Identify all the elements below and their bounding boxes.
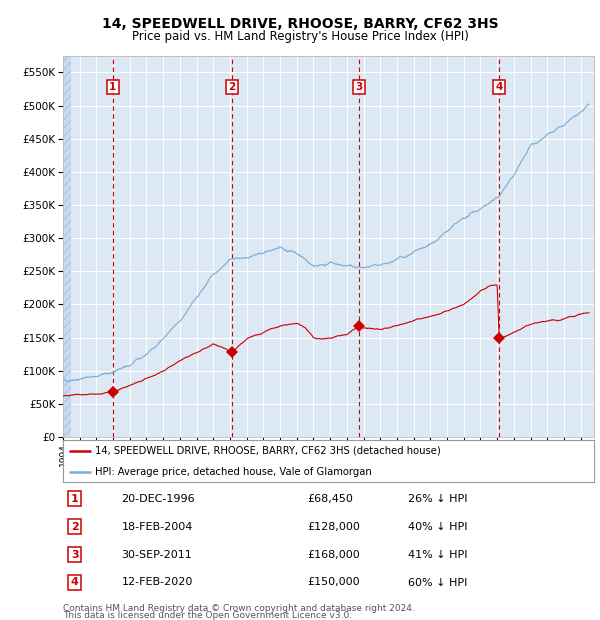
Text: 41% ↓ HPI: 41% ↓ HPI <box>408 549 467 560</box>
Text: 3: 3 <box>71 549 79 560</box>
Text: 60% ↓ HPI: 60% ↓ HPI <box>408 577 467 588</box>
Text: Contains HM Land Registry data © Crown copyright and database right 2024.: Contains HM Land Registry data © Crown c… <box>63 604 415 613</box>
Text: 1: 1 <box>109 82 116 92</box>
Text: HPI: Average price, detached house, Vale of Glamorgan: HPI: Average price, detached house, Vale… <box>95 467 371 477</box>
Text: £128,000: £128,000 <box>307 521 360 532</box>
Text: 2: 2 <box>229 82 236 92</box>
Text: £168,000: £168,000 <box>307 549 360 560</box>
Text: 20-DEC-1996: 20-DEC-1996 <box>121 494 195 504</box>
Text: 30-SEP-2011: 30-SEP-2011 <box>121 549 192 560</box>
Text: 4: 4 <box>71 577 79 588</box>
Text: 2: 2 <box>71 521 79 532</box>
Text: 18-FEB-2004: 18-FEB-2004 <box>121 521 193 532</box>
Bar <box>63 56 71 437</box>
Text: 3: 3 <box>356 82 363 92</box>
Text: This data is licensed under the Open Government Licence v3.0.: This data is licensed under the Open Gov… <box>63 611 352 620</box>
Text: £68,450: £68,450 <box>307 494 353 504</box>
Text: £150,000: £150,000 <box>307 577 360 588</box>
Text: 14, SPEEDWELL DRIVE, RHOOSE, BARRY, CF62 3HS: 14, SPEEDWELL DRIVE, RHOOSE, BARRY, CF62… <box>101 17 499 32</box>
Text: 40% ↓ HPI: 40% ↓ HPI <box>408 521 467 532</box>
Text: Price paid vs. HM Land Registry's House Price Index (HPI): Price paid vs. HM Land Registry's House … <box>131 30 469 43</box>
Text: 4: 4 <box>496 82 503 92</box>
Text: 14, SPEEDWELL DRIVE, RHOOSE, BARRY, CF62 3HS (detached house): 14, SPEEDWELL DRIVE, RHOOSE, BARRY, CF62… <box>95 446 440 456</box>
Text: 26% ↓ HPI: 26% ↓ HPI <box>408 494 467 504</box>
Text: 1: 1 <box>71 494 79 504</box>
Text: 12-FEB-2020: 12-FEB-2020 <box>121 577 193 588</box>
